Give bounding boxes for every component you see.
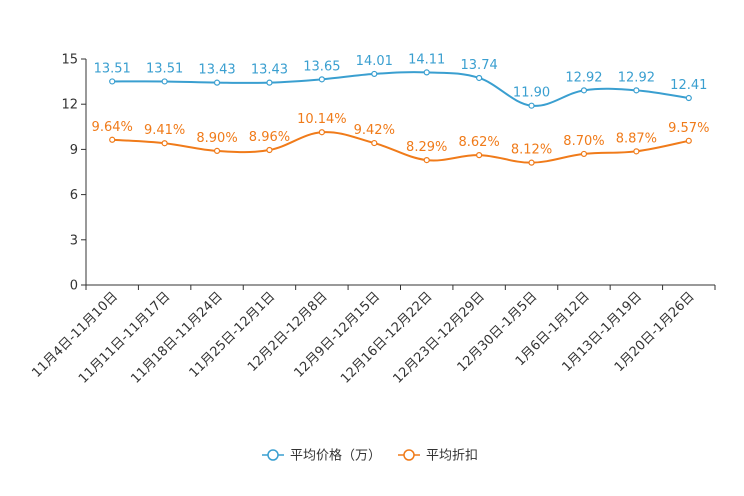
data-point[interactable] bbox=[633, 87, 640, 94]
data-point[interactable] bbox=[633, 148, 640, 155]
series-2: 9.64% 9.41% 8.90% 8.96% 10.14% 9.42% 8.29% 8.62… bbox=[92, 112, 709, 166]
data-point[interactable] bbox=[371, 139, 378, 147]
data-point[interactable] bbox=[685, 137, 692, 144]
y-axis: 0 3 6 9 12 15 bbox=[61, 53, 87, 294]
data-label: 14.01 bbox=[356, 54, 393, 69]
data-label: 8.87% bbox=[616, 131, 657, 146]
data-point[interactable] bbox=[161, 78, 168, 85]
data-point[interactable] bbox=[318, 129, 325, 136]
data-label: 8.12% bbox=[511, 143, 552, 158]
data-point[interactable] bbox=[476, 74, 483, 82]
y-tick-label: 12 bbox=[61, 98, 78, 113]
data-label: 9.41% bbox=[144, 123, 185, 138]
data-point[interactable] bbox=[580, 150, 588, 158]
y-tick-label: 15 bbox=[61, 53, 78, 68]
data-label: 8.90% bbox=[196, 131, 237, 146]
series-layer: 13.51 13.51 13.43 13.43 13.65 14.01 14.11 13.74… bbox=[92, 52, 709, 166]
data-point[interactable] bbox=[528, 159, 535, 166]
data-label: 8.96% bbox=[249, 130, 290, 145]
data-point[interactable] bbox=[423, 156, 430, 164]
data-label: 8.29% bbox=[406, 140, 447, 155]
series-1: 13.51 13.51 13.43 13.43 13.65 14.01 14.11 13.74… bbox=[94, 52, 707, 109]
data-label: 11.90 bbox=[513, 86, 550, 101]
data-label: 13.43 bbox=[198, 63, 235, 78]
data-label: 14.11 bbox=[408, 52, 445, 67]
data-label: 13.65 bbox=[303, 59, 340, 74]
data-point[interactable] bbox=[580, 87, 588, 94]
x-tick-label: 12月23日-12月29日 bbox=[390, 289, 487, 386]
data-label: 8.62% bbox=[458, 135, 499, 150]
data-label: 13.74 bbox=[461, 58, 498, 73]
y-tick-label: 9 bbox=[70, 143, 78, 158]
series-line bbox=[112, 131, 689, 164]
data-label: 13.43 bbox=[251, 63, 288, 78]
legend-label: 平均折扣 bbox=[426, 449, 478, 464]
x-tick-label: 11月4日-11月10日 bbox=[29, 289, 121, 381]
data-point[interactable] bbox=[528, 102, 535, 109]
data-point[interactable] bbox=[213, 79, 221, 86]
data-point[interactable] bbox=[685, 94, 692, 102]
data-label: 9.64% bbox=[92, 120, 133, 135]
data-label: 8.70% bbox=[563, 134, 604, 149]
legend-marker-icon bbox=[267, 449, 279, 461]
data-label: 13.51 bbox=[94, 61, 131, 76]
x-axis: 11月4日-11月10日11月11日-11月17日11月18日-11月24日11… bbox=[29, 284, 716, 387]
x-tick-label: 12月16日-12月22日 bbox=[338, 289, 435, 386]
x-tick-label: 11月11日-11月17日 bbox=[76, 289, 173, 386]
y-tick-label: 6 bbox=[70, 188, 78, 203]
data-point[interactable] bbox=[109, 136, 116, 143]
legend-item-1[interactable]: 平均价格（万） bbox=[262, 448, 381, 464]
data-point[interactable] bbox=[423, 69, 430, 76]
data-label: 12.41 bbox=[670, 78, 707, 93]
data-label: 9.57% bbox=[668, 121, 709, 136]
y-tick-label: 0 bbox=[70, 279, 78, 294]
data-label: 10.14% bbox=[297, 112, 347, 127]
legend-marker-icon bbox=[403, 449, 415, 461]
data-point[interactable] bbox=[266, 79, 273, 86]
data-point[interactable] bbox=[371, 70, 378, 78]
data-label: 13.51 bbox=[146, 61, 183, 76]
y-tick-label: 3 bbox=[70, 233, 78, 248]
data-point[interactable] bbox=[213, 147, 221, 155]
data-label: 12.92 bbox=[565, 70, 602, 85]
data-point[interactable] bbox=[161, 140, 168, 147]
legend-label: 平均价格（万） bbox=[290, 448, 381, 464]
legend[interactable]: 平均价格（万） 平均折扣 bbox=[262, 448, 478, 464]
x-tick-label: 11月18日-11月24日 bbox=[128, 289, 225, 386]
data-label: 9.42% bbox=[354, 123, 395, 138]
legend-item-2[interactable]: 平均折扣 bbox=[398, 449, 478, 464]
data-point[interactable] bbox=[318, 76, 325, 83]
data-point[interactable] bbox=[266, 146, 273, 154]
data-point[interactable] bbox=[109, 78, 116, 85]
data-point[interactable] bbox=[476, 152, 483, 159]
data-label: 12.92 bbox=[618, 70, 655, 85]
series-line bbox=[112, 71, 689, 107]
